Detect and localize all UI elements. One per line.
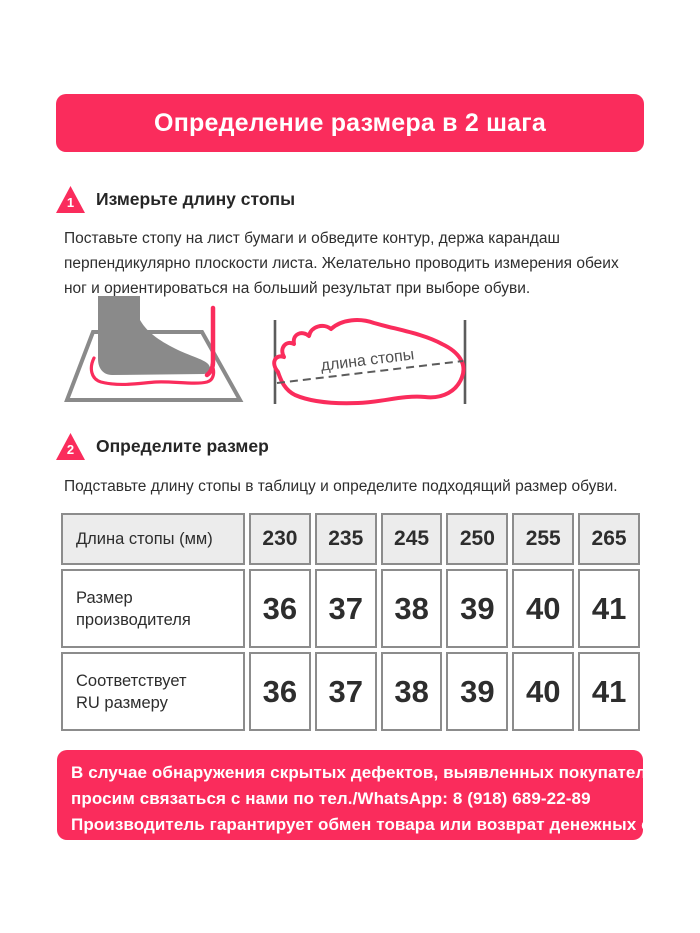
step-2-instruction-line: Подставьте длину стопы в таблицу и опред… [64, 478, 618, 495]
step-1-instructions: Поставьте стопу на лист бумаги и обведит… [64, 226, 650, 301]
step-2-number: 2 [66, 442, 75, 457]
table-row-manufacturer-size: Размер производителя 36 37 38 39 40 41 [61, 569, 640, 648]
ru-size-value: 39 [446, 652, 509, 731]
foot-length-value: 265 [578, 513, 640, 565]
row-label-manufacturer-size: Размер производителя [61, 569, 245, 648]
row-label-ru-size: Соответствует RU размеру [61, 652, 245, 731]
table-row-ru-size: Соответствует RU размеру 36 37 38 39 40 … [61, 652, 640, 731]
foot-length-value: 255 [512, 513, 575, 565]
ru-size-value: 40 [512, 652, 575, 731]
pencil-icon [204, 305, 216, 378]
warranty-text-line: В случае обнаружения скрытых дефектов, в… [71, 763, 673, 782]
ru-size-value: 38 [380, 652, 443, 731]
warranty-contact-line: просим связаться с нами по тел./WhatsApp… [71, 789, 591, 808]
step-2-title: Определите размер [96, 436, 269, 456]
step-1-triangle-icon: 1 [56, 186, 85, 213]
step-1-instruction-line: перпендикулярно плоскости листа. Желател… [64, 255, 619, 272]
table-row-foot-length: Длина стопы (мм) 230 235 245 250 255 265 [61, 513, 640, 565]
step-1-title: Измерьте длину стопы [96, 189, 296, 209]
foot-length-value: 250 [446, 513, 509, 565]
step-2-triangle-icon: 2 [56, 433, 85, 460]
ru-size-value: 41 [578, 652, 640, 731]
ru-size-value: 37 [314, 652, 377, 731]
foot-on-paper-illustration [64, 296, 244, 402]
step-1-instruction-line: Поставьте стопу на лист бумаги и обведит… [64, 230, 560, 247]
header-banner: Определение размера в 2 шага [56, 94, 644, 152]
traced-outline [89, 356, 216, 387]
size-table: Длина стопы (мм) 230 235 245 250 255 265… [57, 509, 644, 735]
ru-size-value: 36 [249, 652, 311, 731]
foot-outline-illustration: длина стопы [272, 318, 467, 406]
manufacturer-size-value: 39 [446, 569, 509, 648]
foot-length-value: 230 [249, 513, 311, 565]
foot-length-value: 245 [380, 513, 443, 565]
step-1-number: 1 [66, 195, 75, 210]
warranty-guarantee-line: Производитель гарантирует обмен товара и… [71, 815, 700, 834]
manufacturer-size-value: 40 [512, 569, 575, 648]
step-2-instructions: Подставьте длину стопы в таблицу и опред… [64, 474, 650, 499]
step-2-header: 2 Определите размер [56, 433, 269, 460]
step-1-header: 1 Измерьте длину стопы [56, 186, 295, 213]
length-dashed-line [276, 360, 464, 384]
step-1-instruction-line: ног и ориентироваться на больший результ… [64, 280, 531, 297]
manufacturer-size-value: 38 [380, 569, 443, 648]
foot-silhouette [98, 296, 211, 375]
foot-length-value: 235 [314, 513, 377, 565]
manufacturer-size-value: 41 [578, 569, 640, 648]
warranty-banner: В случае обнаружения скрытых дефектов, в… [57, 750, 700, 840]
foot-outline [272, 318, 466, 406]
manufacturer-size-value: 36 [249, 569, 311, 648]
row-label-foot-length: Длина стопы (мм) [61, 513, 245, 565]
manufacturer-size-value: 37 [314, 569, 377, 648]
page-title: Определение размера в 2 шага [154, 108, 546, 137]
